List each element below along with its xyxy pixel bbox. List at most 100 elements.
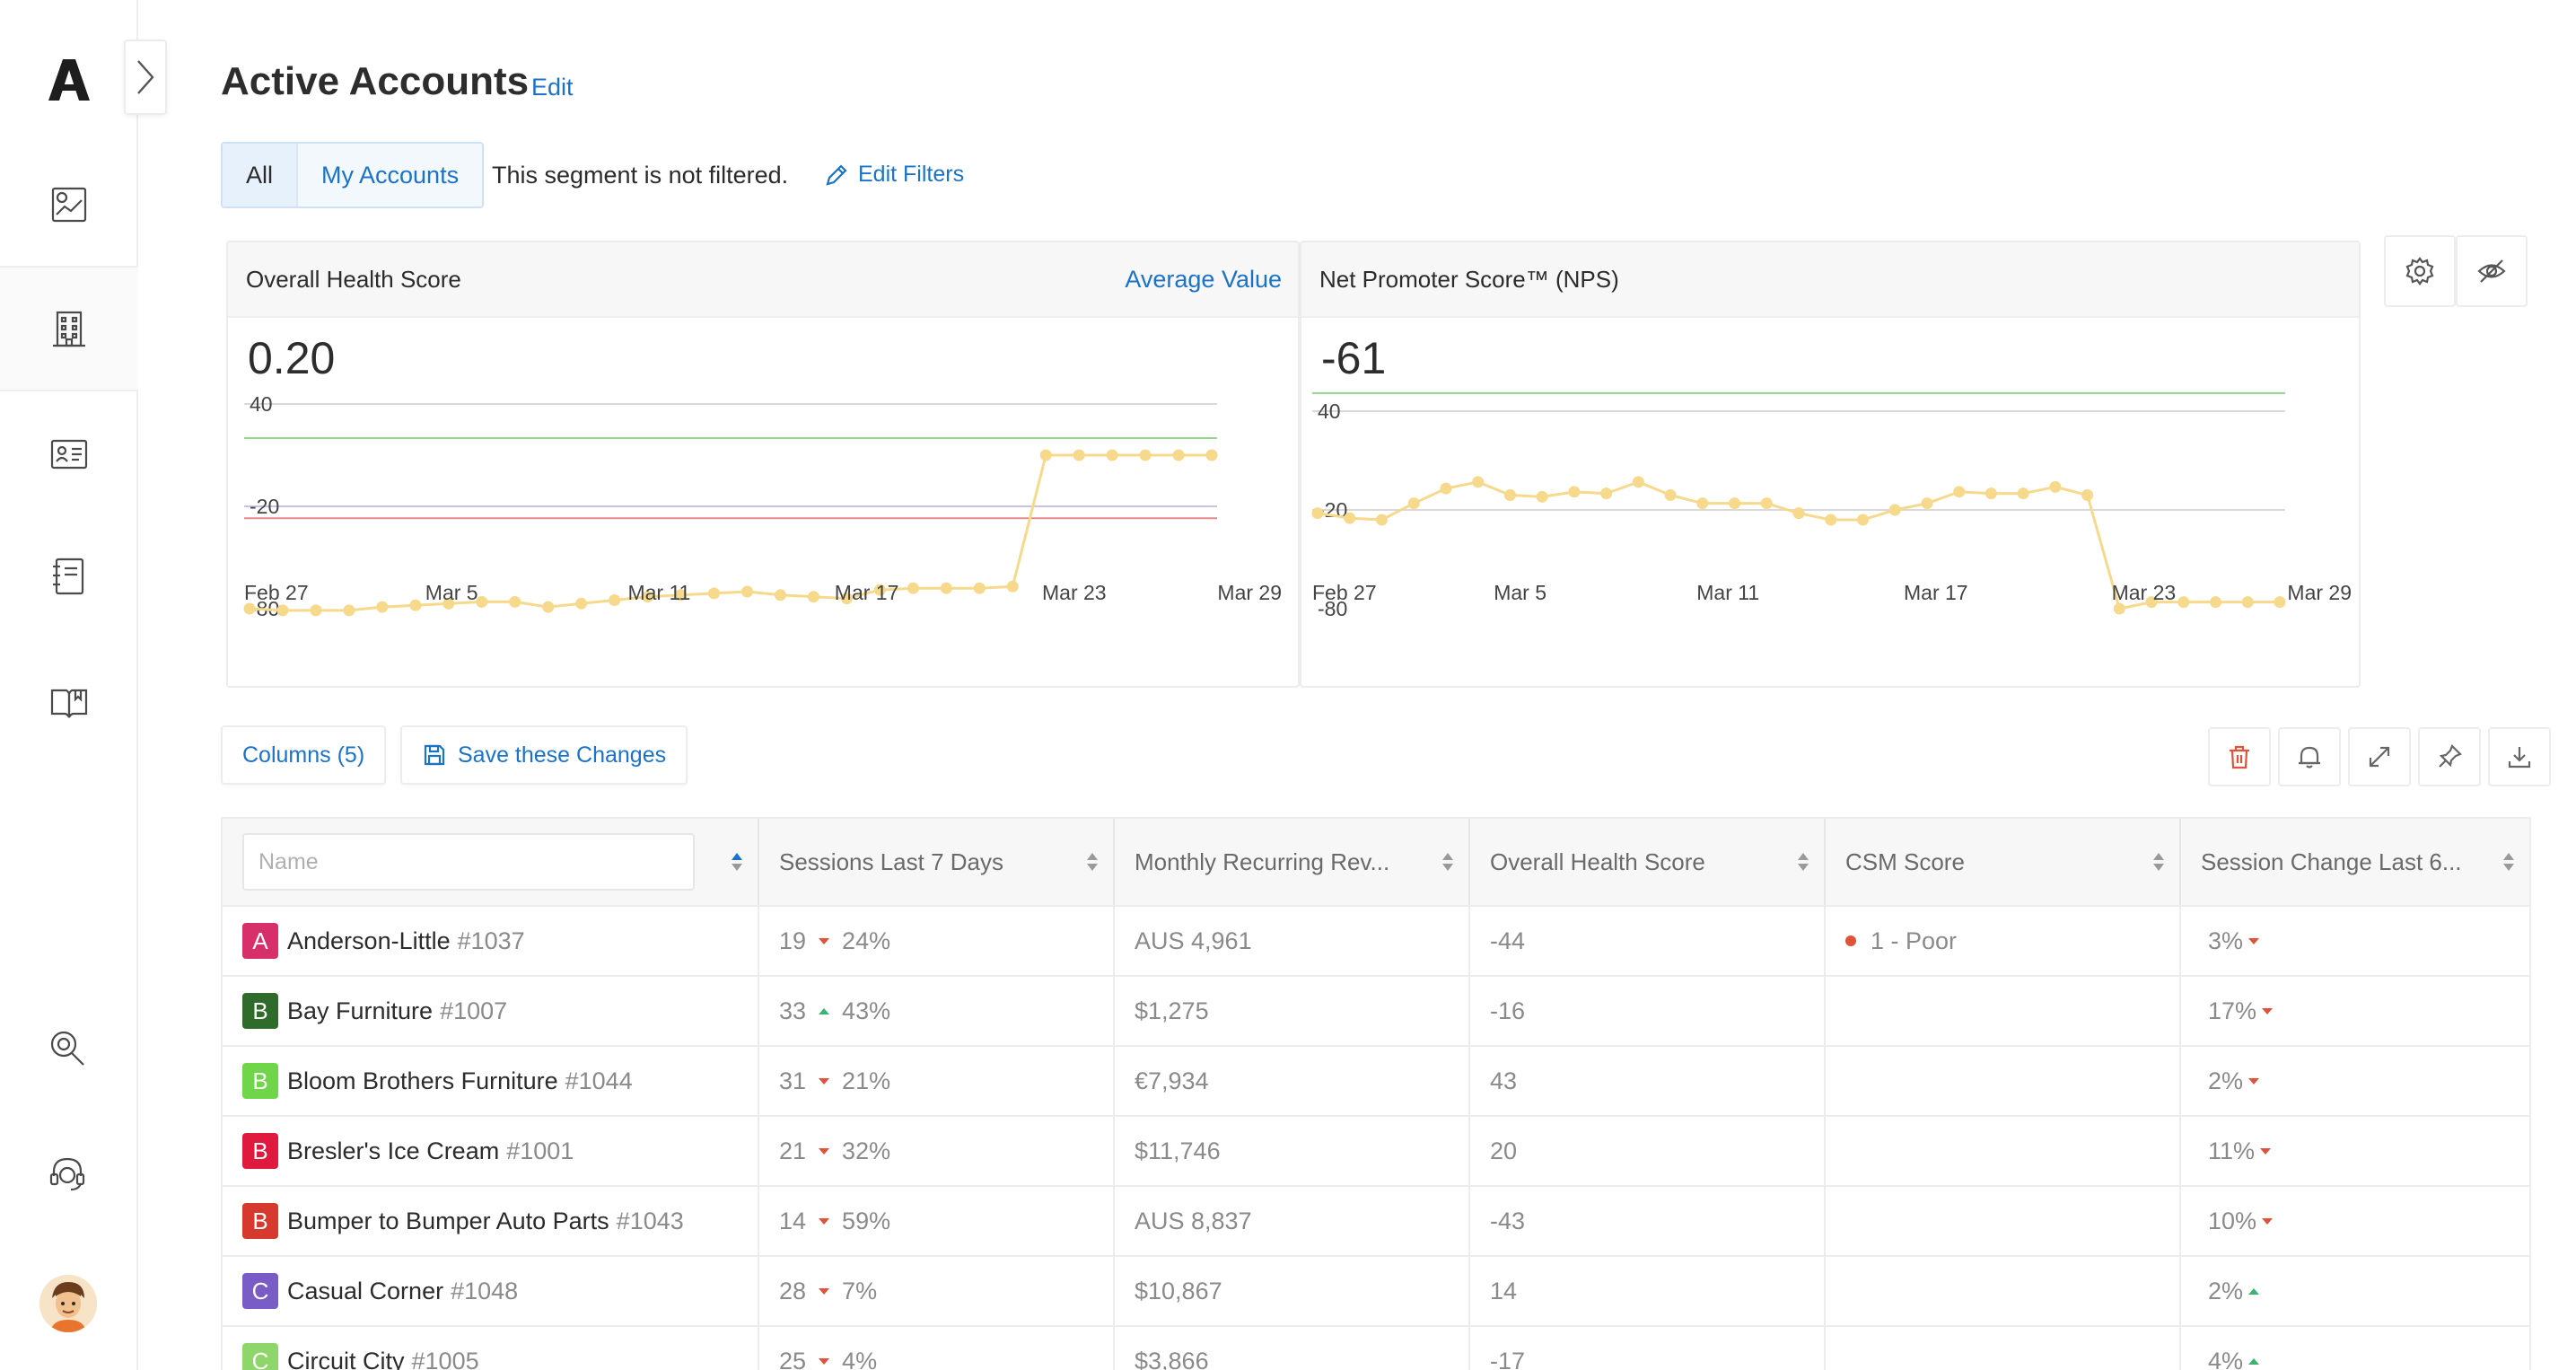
- table-row[interactable]: A Anderson-Little #1037 19 24% AUS 4,961 -44 1 …: [223, 907, 2529, 977]
- data-point[interactable]: [2049, 480, 2062, 493]
- data-point[interactable]: [642, 591, 654, 603]
- account-name-cell[interactable]: B Bloom Brothers Furniture #1044: [223, 1047, 759, 1115]
- account-name-cell[interactable]: C Casual Corner #1048: [223, 1257, 759, 1325]
- data-point[interactable]: [807, 591, 819, 603]
- data-point[interactable]: [740, 585, 753, 598]
- data-point[interactable]: [940, 582, 952, 594]
- account-name-cell[interactable]: A Anderson-Little #1037: [223, 907, 759, 975]
- account-name-cell[interactable]: B Bay Furniture #1007: [223, 977, 759, 1045]
- column-header[interactable]: Session Change Last 6...: [2181, 819, 2529, 905]
- average-value-link[interactable]: Average Value: [1125, 265, 1282, 293]
- column-header[interactable]: Monthly Recurring Rev...: [1115, 819, 1470, 905]
- notify-button[interactable]: [2278, 727, 2341, 786]
- data-point[interactable]: [1106, 449, 1118, 461]
- sort-icon[interactable]: [2152, 851, 2165, 873]
- sort-icon[interactable]: [1441, 851, 1454, 873]
- data-point[interactable]: [675, 589, 688, 602]
- data-point[interactable]: [2241, 596, 2254, 609]
- data-point[interactable]: [1375, 514, 1388, 526]
- data-point[interactable]: [1632, 476, 1644, 488]
- data-point[interactable]: [2081, 489, 2094, 501]
- data-point[interactable]: [1856, 514, 1869, 526]
- data-point[interactable]: [1006, 580, 1019, 593]
- user-avatar[interactable]: [39, 1275, 97, 1332]
- sort-icon[interactable]: [1797, 851, 1809, 873]
- data-point[interactable]: [1503, 489, 1516, 501]
- data-point[interactable]: [1311, 507, 1324, 520]
- data-point[interactable]: [2113, 602, 2125, 615]
- data-point[interactable]: [609, 594, 621, 606]
- sort-icon[interactable]: [1086, 851, 1099, 873]
- delete-button[interactable]: [2208, 727, 2271, 786]
- data-point[interactable]: [1536, 490, 1548, 503]
- data-point[interactable]: [376, 601, 389, 613]
- nav-dashboard[interactable]: [0, 142, 138, 268]
- data-point[interactable]: [1664, 489, 1677, 501]
- data-point[interactable]: [2274, 596, 2286, 609]
- data-point[interactable]: [1888, 504, 1901, 516]
- nav-accounts[interactable]: [0, 266, 138, 391]
- table-row[interactable]: C Circuit City #1005 25 4% $3,866 -17 4%: [223, 1327, 2529, 1370]
- pin-button[interactable]: [2418, 727, 2481, 786]
- hide-widgets-button[interactable]: [2456, 235, 2528, 307]
- widget-settings-button[interactable]: [2384, 235, 2456, 307]
- data-point[interactable]: [1600, 487, 1613, 500]
- search-tool[interactable]: [47, 1027, 92, 1072]
- data-point[interactable]: [1344, 512, 1356, 524]
- data-point[interactable]: [1921, 497, 1933, 510]
- data-point[interactable]: [1825, 514, 1837, 526]
- data-point[interactable]: [1760, 497, 1773, 510]
- data-point[interactable]: [708, 587, 721, 600]
- sort-icon[interactable]: [2502, 851, 2515, 873]
- edit-title-link[interactable]: Edit: [531, 74, 574, 101]
- data-point[interactable]: [1440, 482, 1452, 495]
- data-point[interactable]: [542, 601, 555, 613]
- data-point[interactable]: [276, 604, 289, 617]
- account-name-cell[interactable]: C Circuit City #1005: [223, 1327, 759, 1370]
- data-point[interactable]: [1729, 497, 1741, 510]
- data-point[interactable]: [1205, 449, 1218, 461]
- nav-resources[interactable]: [0, 639, 138, 765]
- download-button[interactable]: [2488, 727, 2551, 786]
- nav-contacts[interactable]: [0, 391, 138, 517]
- table-row[interactable]: B Bay Furniture #1007 33 43% $1,275 -16 17%: [223, 977, 2529, 1047]
- table-row[interactable]: C Casual Corner #1048 28 7% $10,867 14 2%: [223, 1257, 2529, 1327]
- data-point[interactable]: [1792, 507, 1805, 520]
- column-header[interactable]: Overall Health Score: [1470, 819, 1826, 905]
- edit-filters-link[interactable]: Edit Filters: [824, 162, 964, 188]
- data-point[interactable]: [774, 589, 786, 602]
- data-point[interactable]: [840, 593, 853, 605]
- data-point[interactable]: [243, 602, 256, 615]
- data-point[interactable]: [1696, 497, 1709, 510]
- data-point[interactable]: [2145, 596, 2158, 609]
- data-point[interactable]: [343, 604, 355, 617]
- data-point[interactable]: [476, 595, 488, 608]
- expand-button[interactable]: [2348, 727, 2411, 786]
- data-point[interactable]: [973, 582, 986, 594]
- data-point[interactable]: [1985, 487, 1997, 500]
- data-point[interactable]: [442, 597, 455, 610]
- data-point[interactable]: [1407, 497, 1420, 510]
- sidebar-toggle-button[interactable]: [124, 40, 167, 115]
- data-point[interactable]: [509, 595, 521, 608]
- data-point[interactable]: [1568, 486, 1581, 498]
- data-point[interactable]: [873, 584, 886, 596]
- data-point[interactable]: [1073, 449, 1085, 461]
- data-point[interactable]: [1039, 449, 1052, 461]
- account-name-cell[interactable]: B Bumper to Bumper Auto Parts #1043: [223, 1187, 759, 1255]
- data-point[interactable]: [1953, 486, 1966, 498]
- data-point[interactable]: [1172, 449, 1185, 461]
- tab-all[interactable]: All: [223, 144, 297, 206]
- data-point[interactable]: [409, 599, 422, 611]
- data-point[interactable]: [1139, 449, 1152, 461]
- tab-my-accounts[interactable]: My Accounts: [296, 144, 483, 206]
- support-tool[interactable]: [47, 1153, 92, 1198]
- column-header[interactable]: Sessions Last 7 Days: [759, 819, 1115, 905]
- name-filter-input[interactable]: [242, 833, 695, 891]
- column-header[interactable]: CSM Score: [1826, 819, 2181, 905]
- save-changes-button[interactable]: Save these Changes: [400, 725, 688, 785]
- data-point[interactable]: [310, 604, 322, 617]
- app-logo[interactable]: [45, 57, 93, 102]
- sort-icon[interactable]: [731, 851, 743, 873]
- columns-button[interactable]: Columns (5): [221, 725, 387, 785]
